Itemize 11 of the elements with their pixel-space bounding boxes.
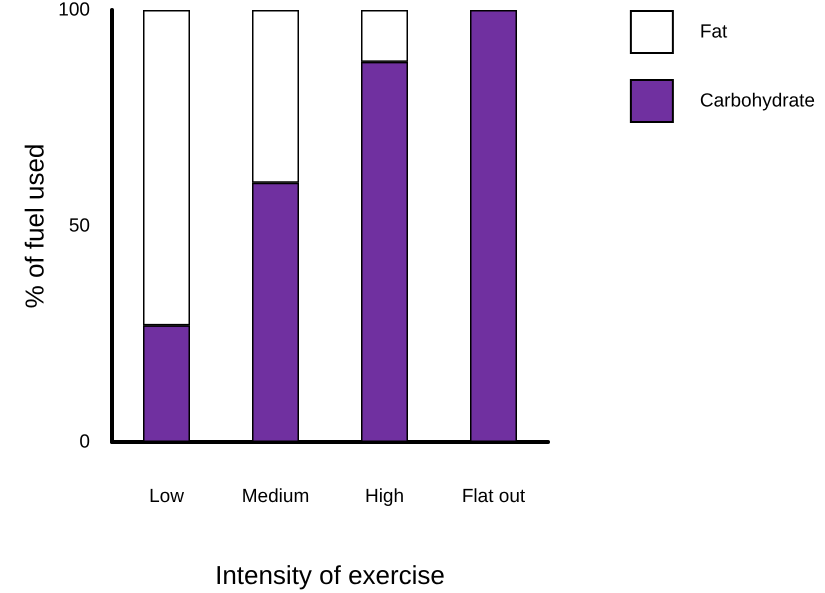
y-axis-title: % of fuel used xyxy=(19,144,50,308)
y-tick-label: 50 xyxy=(68,216,90,236)
legend-label: Fat xyxy=(700,22,728,42)
y-tick-label: 0 xyxy=(79,432,90,452)
x-tick-label: Flat out xyxy=(462,486,526,507)
y-tick-label: 100 xyxy=(58,0,90,20)
x-tick-label: High xyxy=(364,486,404,507)
x-tick-label: Low xyxy=(149,486,184,507)
x-tick-label: Medium xyxy=(242,486,310,507)
x-axis-title: Intensity of exercise xyxy=(215,560,445,590)
legend-label: Carbohydrate xyxy=(700,90,815,112)
